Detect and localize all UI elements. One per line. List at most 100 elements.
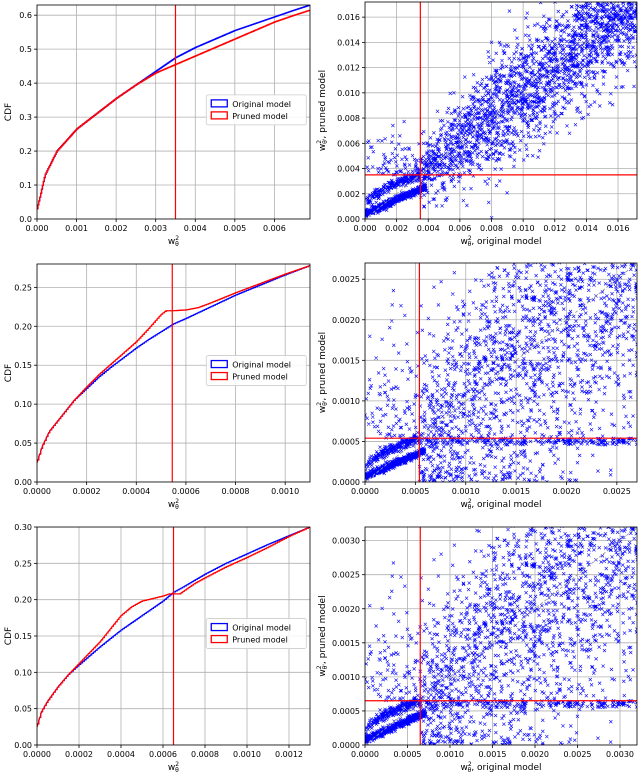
legend: Original model Pruned model — [205, 355, 307, 386]
x-tick-label-0: 0.0000 — [351, 487, 379, 496]
x-tick-label-2: 0.0010 — [436, 750, 464, 759]
x-tick-label-4: 0.008 — [480, 224, 503, 233]
legend-label-pruned: Pruned model — [232, 112, 288, 121]
legend-swatch-pruned — [210, 634, 228, 644]
y-tick-label-3: 0.006 — [337, 139, 360, 148]
x-tick-label-4: 0.0020 — [552, 487, 580, 496]
x-tick-label-2: 0.0010 — [452, 487, 480, 496]
legend-swatch-original — [210, 99, 228, 108]
y-tick-label-2: 0.0010 — [332, 397, 360, 406]
x-tick-label-5: 0.010 — [512, 224, 535, 233]
y-axis-label: CDF — [4, 627, 14, 645]
pruned-cdf-line — [37, 9, 310, 210]
x-tick-label-5: 0.0025 — [603, 487, 631, 496]
legend-box — [205, 618, 307, 649]
legend-box — [205, 355, 307, 386]
x-tick-label-2: 0.002 — [105, 224, 128, 233]
y-tick-label-1: 0.0005 — [332, 437, 360, 446]
x-tick-label-4: 0.0008 — [191, 750, 219, 759]
x-axis-label: w2 θ — [168, 235, 179, 248]
y-tick-label-6: 0.6 — [19, 11, 32, 20]
y-tick-label-1: 0.002 — [337, 190, 360, 199]
x-tick-label-4: 0.004 — [184, 224, 207, 233]
y-tick-label-1: 0.05 — [14, 439, 32, 448]
y-tick-label-5: 0.010 — [337, 89, 360, 98]
x-tick-label-7: 0.014 — [575, 224, 598, 233]
axes-frame — [364, 526, 638, 746]
x-tick-label-1: 0.0005 — [394, 750, 422, 759]
y-axis-label: CDF — [4, 103, 14, 121]
plot-area — [365, 527, 637, 745]
y-tick-label-4: 0.4 — [19, 79, 32, 88]
panel-5: 0.0000 0.0002 0.0004 0.0006 0.0008 0.0010 0.00… — [4, 523, 311, 774]
y-tick-label-8: 0.016 — [337, 13, 360, 22]
y-tick-label-5: 0.5 — [19, 45, 32, 54]
y-tick-label-2: 0.0010 — [332, 673, 360, 682]
legend-swatch-pruned — [210, 111, 228, 120]
x-tick-label-6: 0.012 — [543, 224, 566, 233]
legend-swatch-pruned — [210, 371, 228, 381]
y-axis-label: w2θ', pruned model — [316, 70, 329, 151]
axes-frame — [36, 263, 311, 483]
y-tick-label-6: 0.012 — [337, 64, 360, 73]
scatter-points — [365, 527, 637, 745]
y-tick-label-2: 0.10 — [14, 400, 32, 409]
scatter-points — [365, 2, 637, 219]
x-tick-label-1: 0.002 — [385, 224, 408, 233]
identity-line — [365, 527, 637, 745]
x-tick-label-0: 0.0000 — [23, 487, 51, 496]
y-tick-label-6: 0.30 — [14, 523, 32, 532]
x-tick-label-8: 0.016 — [607, 224, 630, 233]
x-tick-label-6: 0.006 — [263, 224, 286, 233]
legend: Original model Pruned model — [205, 618, 307, 649]
x-tick-label-1: 0.0005 — [401, 487, 429, 496]
legend-box — [205, 94, 307, 126]
x-tick-label-2: 0.0004 — [122, 487, 150, 496]
x-tick-label-3: 0.003 — [144, 224, 167, 233]
x-tick-label-3: 0.0015 — [502, 487, 530, 496]
x-tick-label-4: 0.0020 — [521, 750, 549, 759]
x-tick-label-3: 0.0006 — [172, 487, 200, 496]
pruned-cdf-line — [37, 265, 310, 463]
y-axis-label: CDF — [4, 364, 14, 382]
y-tick-label-4: 0.0020 — [332, 316, 360, 325]
legend-label-original: Original model — [232, 361, 291, 370]
panel-6: 0.0000 0.0005 0.0010 0.0015 0.0020 0.0025 0.00… — [316, 526, 638, 774]
y-tick-label-5: 0.25 — [14, 559, 32, 568]
y-axis-label: w2θ', pruned model — [316, 332, 329, 413]
y-tick-label-0: 0.00 — [14, 741, 32, 750]
x-tick-label-0: 0.000 — [26, 224, 49, 233]
x-tick-label-2: 0.0004 — [107, 750, 135, 759]
plot-area — [365, 2, 637, 219]
y-tick-label-5: 0.0025 — [332, 571, 360, 580]
x-tick-label-5: 0.005 — [223, 224, 246, 233]
x-axis-label: w2 θ, original model — [460, 498, 541, 511]
axes-frame — [364, 1, 638, 220]
legend: Original model Pruned model — [205, 94, 307, 126]
plot-area — [365, 263, 637, 482]
y-tick-label-6: 0.0030 — [332, 537, 360, 546]
x-tick-label-3: 0.0006 — [149, 750, 177, 759]
y-tick-label-0: 0.0000 — [332, 478, 360, 487]
x-tick-label-1: 0.0002 — [65, 750, 93, 759]
axes-frame — [36, 526, 311, 746]
panel-2: 0.000 0.002 0.004 0.006 0.008 0.010 0.012 0.014… — [316, 1, 638, 248]
y-tick-label-1: 0.0005 — [332, 707, 360, 716]
x-tick-label-1: 0.001 — [65, 224, 88, 233]
identity-line — [365, 263, 637, 482]
y-tick-label-3: 0.0015 — [332, 356, 360, 365]
legend-swatch-original — [210, 622, 228, 632]
x-tick-label-6: 0.0012 — [275, 750, 303, 759]
x-tick-label-4: 0.0008 — [222, 487, 250, 496]
y-tick-label-5: 0.0025 — [332, 275, 360, 284]
legend-label-pruned: Pruned model — [232, 636, 288, 645]
scatter-points — [365, 263, 637, 482]
x-tick-label-2: 0.004 — [417, 224, 440, 233]
y-tick-label-5: 0.25 — [14, 283, 32, 292]
y-tick-label-0: 0.0000 — [332, 741, 360, 750]
x-tick-label-5: 0.0010 — [271, 487, 299, 496]
y-tick-label-3: 0.15 — [14, 361, 32, 370]
x-tick-label-0: 0.0000 — [351, 750, 379, 759]
x-tick-label-0: 0.000 — [354, 224, 377, 233]
